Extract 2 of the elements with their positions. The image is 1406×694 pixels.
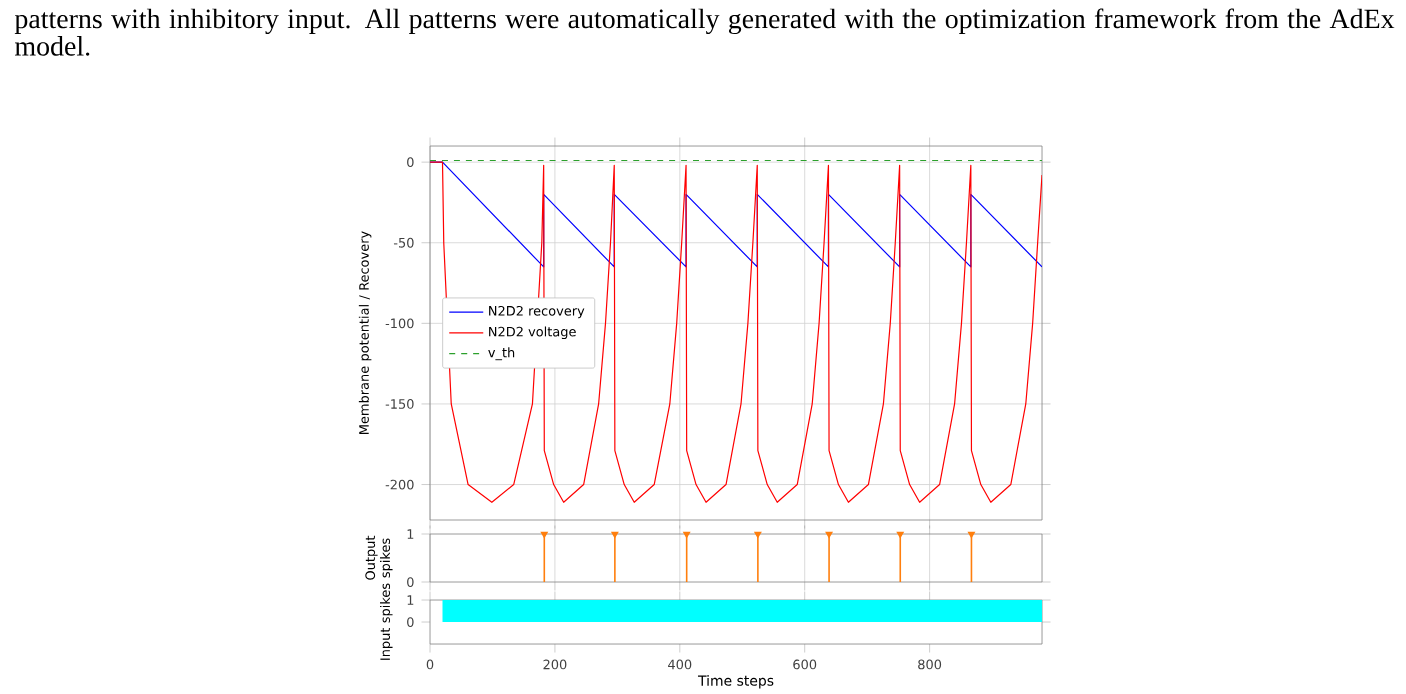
text: patterns with inhibitory input. All patterns were automatically generated with the optimization framework from the AdEx model. [14, 8, 1395, 56]
line-series [430, 161, 1043, 503]
